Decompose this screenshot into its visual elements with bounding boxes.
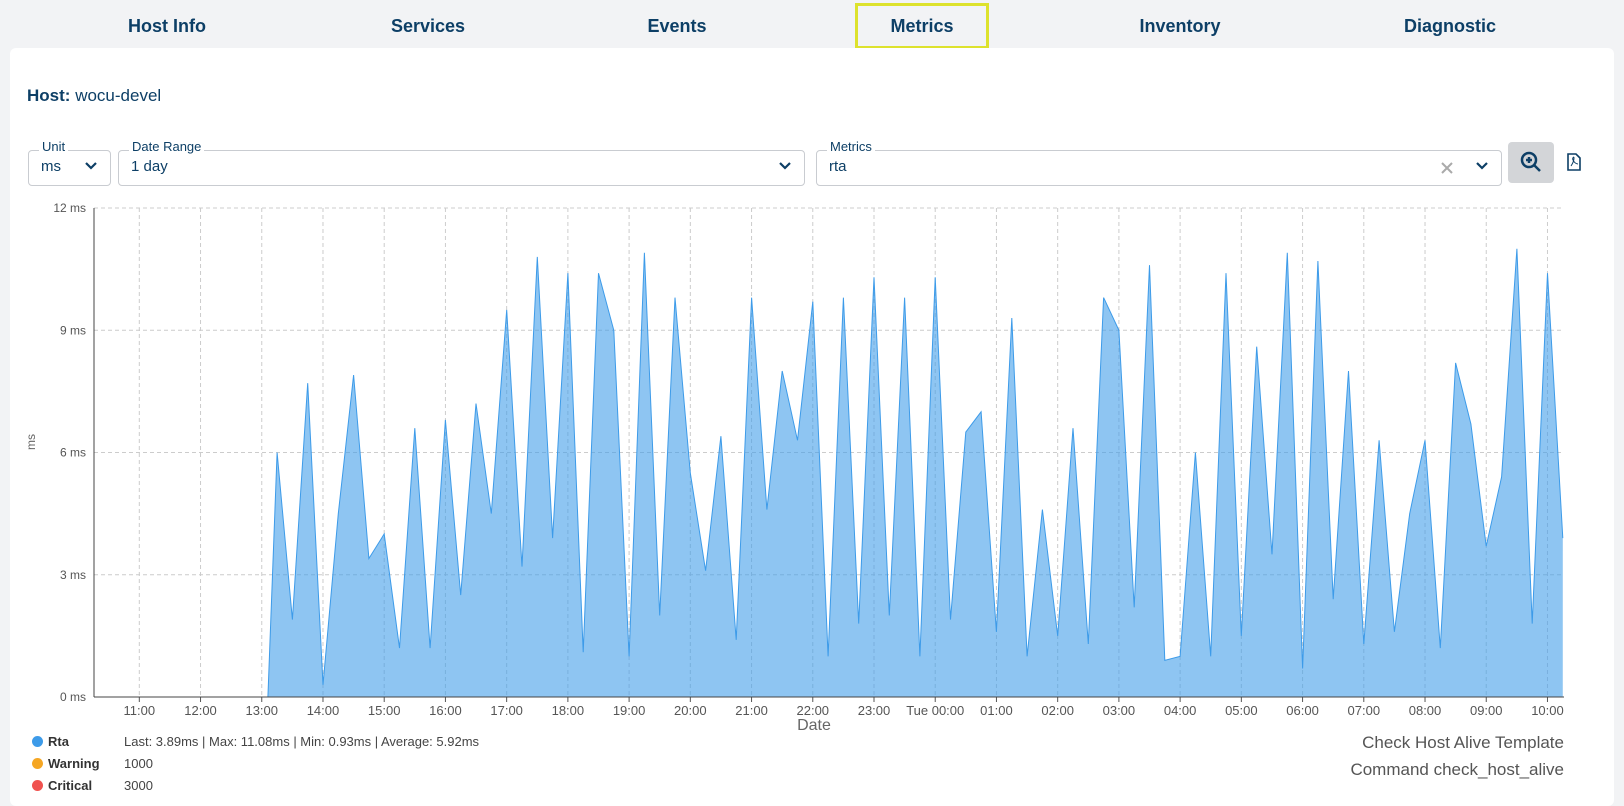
threshold-value: 3000 [124,778,153,793]
chart: Date ms 0 ms 3 ms 6 ms 9 ms 12 ms 11:00 12:00 1… [24,201,1564,734]
threshold-value: 1000 [124,756,153,771]
x-tick-label: 09:00 [1470,703,1503,718]
x-tick-label: 10:00 [1531,703,1564,718]
x-tick-label: 04:00 [1164,703,1197,718]
y-tick-label: 3 ms [60,568,86,582]
active-tab-highlight [855,3,989,49]
x-tick-label: 01:00 [980,703,1013,718]
chevron [779,162,791,170]
x-tick-label: 08:00 [1409,703,1442,718]
legend-item[interactable]: Rta Last: 3.89ms | Max: 11.08ms | Min: 0.… [32,734,479,749]
tab[interactable]: Events [647,16,707,36]
line [94,248,1564,698]
legend-name: Warning [48,756,100,771]
x-tick-label: 03:00 [1103,703,1136,718]
template-name: Check Host Alive Template [1362,733,1564,752]
x-tick-label: 23:00 [858,703,891,718]
tab[interactable]: Metrics [890,16,954,36]
area [94,248,1563,698]
value: rta [829,158,847,175]
x-tick-label: 17:00 [490,703,523,718]
metrics-select[interactable]: Metrics rta [816,139,1502,186]
clear[interactable] [1441,162,1453,174]
y-tick-label: 0 ms [60,690,86,704]
legend-item[interactable]: Critical 3000 [32,778,153,793]
x-tick-label: 16:00 [429,703,462,718]
legend-swatch [32,758,43,769]
x-tick-label: 02:00 [1041,703,1074,718]
x-tick-label: 19:00 [613,703,646,718]
legend-name: Critical [48,778,93,793]
label: Unit [39,139,69,154]
chevron [85,162,97,170]
x-tick-label: Tue 00:00 [906,703,964,718]
x-tick-label: 14:00 [307,703,340,718]
y-tick-label: 12 ms [53,201,86,215]
x-tick-label: 11:00 [124,703,156,718]
x-tick-label: 05:00 [1225,703,1258,718]
tab[interactable]: Host Info [128,16,206,36]
x-tick-label: 15:00 [368,703,401,718]
label: Metrics [827,139,875,154]
x-axis-title: Date [797,717,831,734]
template-command: Command check_host_alive [1350,760,1564,779]
host-label: Host: [27,86,71,105]
date-range-select[interactable]: Date Range 1 day [118,139,805,186]
x-tick-label: 20:00 [674,703,707,718]
pdf-button[interactable] [1566,153,1582,171]
x-tick-label: 21:00 [735,703,768,718]
x-tick-label: 06:00 [1286,703,1319,718]
x-tick-label: 13:00 [245,703,278,718]
x-tick-label: 22:00 [797,703,830,718]
legend-name: Rta [48,734,69,749]
x-tick-label: 12:00 [184,703,217,718]
tab[interactable]: Inventory [1139,16,1221,36]
legend-stats: Last: 3.89ms | Max: 11.08ms | Min: 0.93m… [124,734,480,749]
host-name: wocu-devel [75,86,162,105]
legend-item[interactable]: Warning 1000 [32,756,153,771]
y-tick-label: 9 ms [60,323,86,337]
x-tick-label: 07:00 [1348,703,1381,718]
y-tick-label: 6 ms [60,446,86,460]
host: Host: wocu-devel [27,86,161,106]
x-tick-label: 18:00 [552,703,585,718]
legend-swatch [32,736,43,747]
label: Date Range [129,139,205,154]
y-axis-title: ms [24,434,38,450]
tab[interactable]: Diagnostic [1403,16,1497,36]
value: ms [41,158,61,175]
unit-select[interactable]: Unit ms [28,139,111,186]
zoom-button[interactable] [1508,142,1554,183]
tab[interactable]: Services [390,16,466,36]
zoom-icon [1520,151,1541,172]
value: 1 day [131,158,168,175]
legend-swatch [32,780,43,791]
chevron [1476,162,1488,170]
